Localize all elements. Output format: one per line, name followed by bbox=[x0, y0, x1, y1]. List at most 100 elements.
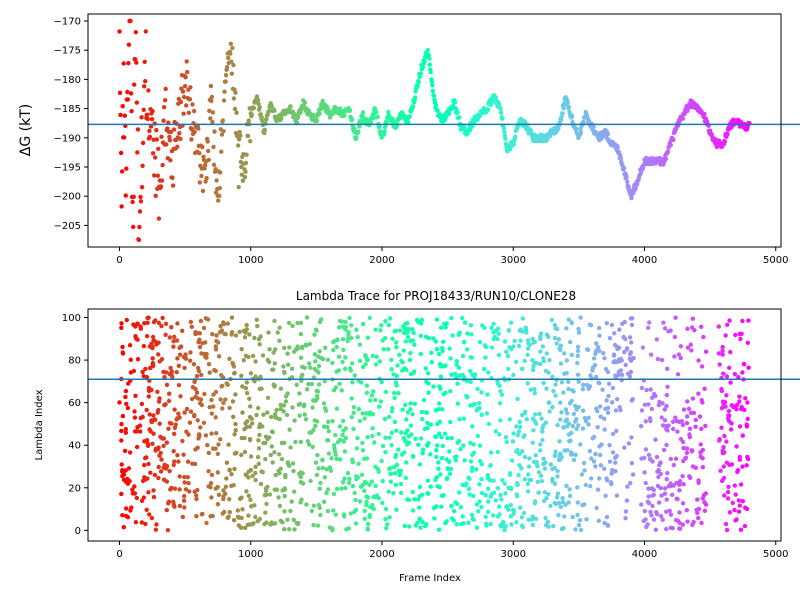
lambda-point bbox=[474, 467, 479, 472]
lambda-point bbox=[540, 344, 545, 349]
dg-point bbox=[161, 105, 167, 110]
lambda-point bbox=[604, 398, 609, 403]
lambda-point bbox=[200, 341, 205, 346]
dg-point bbox=[142, 84, 147, 89]
dg-point bbox=[154, 137, 159, 142]
lambda-point bbox=[158, 469, 164, 474]
lambda-point bbox=[406, 440, 412, 445]
lambda-point bbox=[486, 370, 491, 375]
lambda-point bbox=[233, 428, 238, 433]
lambda-point bbox=[306, 381, 311, 387]
lambda-point bbox=[562, 371, 567, 376]
dg-point bbox=[263, 121, 268, 126]
dg-point bbox=[288, 104, 293, 109]
lambda-point bbox=[740, 499, 745, 504]
lambda-point bbox=[649, 406, 655, 412]
lambda-point bbox=[649, 513, 654, 518]
lambda-point bbox=[304, 387, 310, 392]
lambda-point bbox=[613, 360, 619, 365]
lambda-point bbox=[446, 459, 452, 464]
lambda-point bbox=[331, 388, 337, 393]
lambda-point bbox=[357, 358, 363, 364]
lambda-point bbox=[331, 508, 336, 513]
dg-point bbox=[264, 117, 269, 122]
lambda-point bbox=[444, 519, 449, 524]
lambda-point bbox=[698, 442, 703, 447]
dg-point bbox=[269, 103, 274, 109]
dg-point bbox=[412, 95, 418, 100]
dg-point bbox=[133, 30, 138, 35]
lambda-point bbox=[570, 514, 575, 520]
lambda-point bbox=[434, 448, 439, 453]
lambda-point bbox=[311, 427, 316, 433]
dg-point bbox=[327, 115, 333, 120]
dg-point bbox=[239, 164, 244, 170]
lambda-point bbox=[684, 508, 689, 513]
lambda-point bbox=[643, 480, 648, 486]
lambda-point bbox=[413, 436, 418, 441]
lambda-point bbox=[194, 373, 200, 379]
lambda-point bbox=[465, 395, 470, 400]
lambda-point bbox=[510, 439, 516, 444]
lambda-point bbox=[540, 429, 545, 434]
lambda-point bbox=[575, 485, 580, 490]
lambda-point bbox=[429, 350, 434, 355]
dg-point bbox=[143, 79, 148, 84]
dg-point bbox=[143, 29, 148, 34]
lambda-point bbox=[733, 404, 738, 409]
lambda-point bbox=[119, 438, 124, 443]
lambda-point bbox=[356, 461, 361, 466]
lambda-point bbox=[357, 499, 363, 504]
lambda-y-tick-label: 60 bbox=[68, 398, 81, 409]
lambda-point bbox=[538, 349, 543, 354]
lambda-point bbox=[367, 315, 372, 320]
lambda-point bbox=[426, 491, 431, 496]
lambda-point bbox=[182, 505, 187, 510]
lambda-point bbox=[429, 360, 434, 365]
lambda-point bbox=[209, 411, 214, 416]
dg-point bbox=[420, 64, 426, 70]
lambda-point bbox=[373, 362, 379, 367]
lambda-point bbox=[606, 381, 612, 386]
dg-point bbox=[384, 120, 389, 125]
lambda-point bbox=[314, 388, 319, 394]
lambda-point bbox=[140, 369, 145, 375]
lambda-point bbox=[362, 456, 367, 461]
lambda-point bbox=[724, 460, 730, 465]
lambda-point bbox=[654, 454, 660, 460]
lambda-point bbox=[125, 476, 130, 482]
lambda-point bbox=[381, 347, 386, 352]
lambda-point bbox=[312, 418, 317, 423]
dg-point bbox=[203, 179, 208, 184]
lambda-point bbox=[533, 412, 538, 417]
lambda-point bbox=[556, 512, 561, 518]
lambda-point bbox=[239, 452, 244, 458]
lambda-point bbox=[172, 486, 178, 491]
lambda-point bbox=[724, 374, 730, 379]
lambda-point bbox=[399, 490, 404, 496]
lambda-point bbox=[434, 504, 439, 509]
lambda-point bbox=[597, 452, 603, 458]
lambda-point bbox=[123, 427, 128, 432]
lambda-point bbox=[350, 361, 355, 366]
lambda-point bbox=[188, 319, 193, 325]
lambda-point bbox=[664, 392, 669, 398]
lambda-point bbox=[187, 420, 193, 425]
lambda-point bbox=[277, 503, 283, 509]
lambda-point bbox=[568, 452, 574, 457]
lambda-point bbox=[491, 321, 496, 326]
lambda-point bbox=[566, 317, 571, 322]
lambda-point bbox=[279, 456, 285, 462]
lambda-point bbox=[302, 402, 307, 407]
lambda-point bbox=[605, 410, 611, 415]
lambda-point bbox=[177, 474, 182, 479]
lambda-point bbox=[394, 345, 399, 350]
dg-point bbox=[513, 134, 518, 139]
lambda-point bbox=[334, 456, 339, 461]
dg-point bbox=[185, 69, 190, 75]
lambda-point bbox=[367, 410, 373, 415]
lambda-point bbox=[199, 372, 204, 378]
dg-point bbox=[668, 142, 673, 148]
lambda-point bbox=[133, 393, 138, 398]
dg-point bbox=[223, 73, 229, 78]
